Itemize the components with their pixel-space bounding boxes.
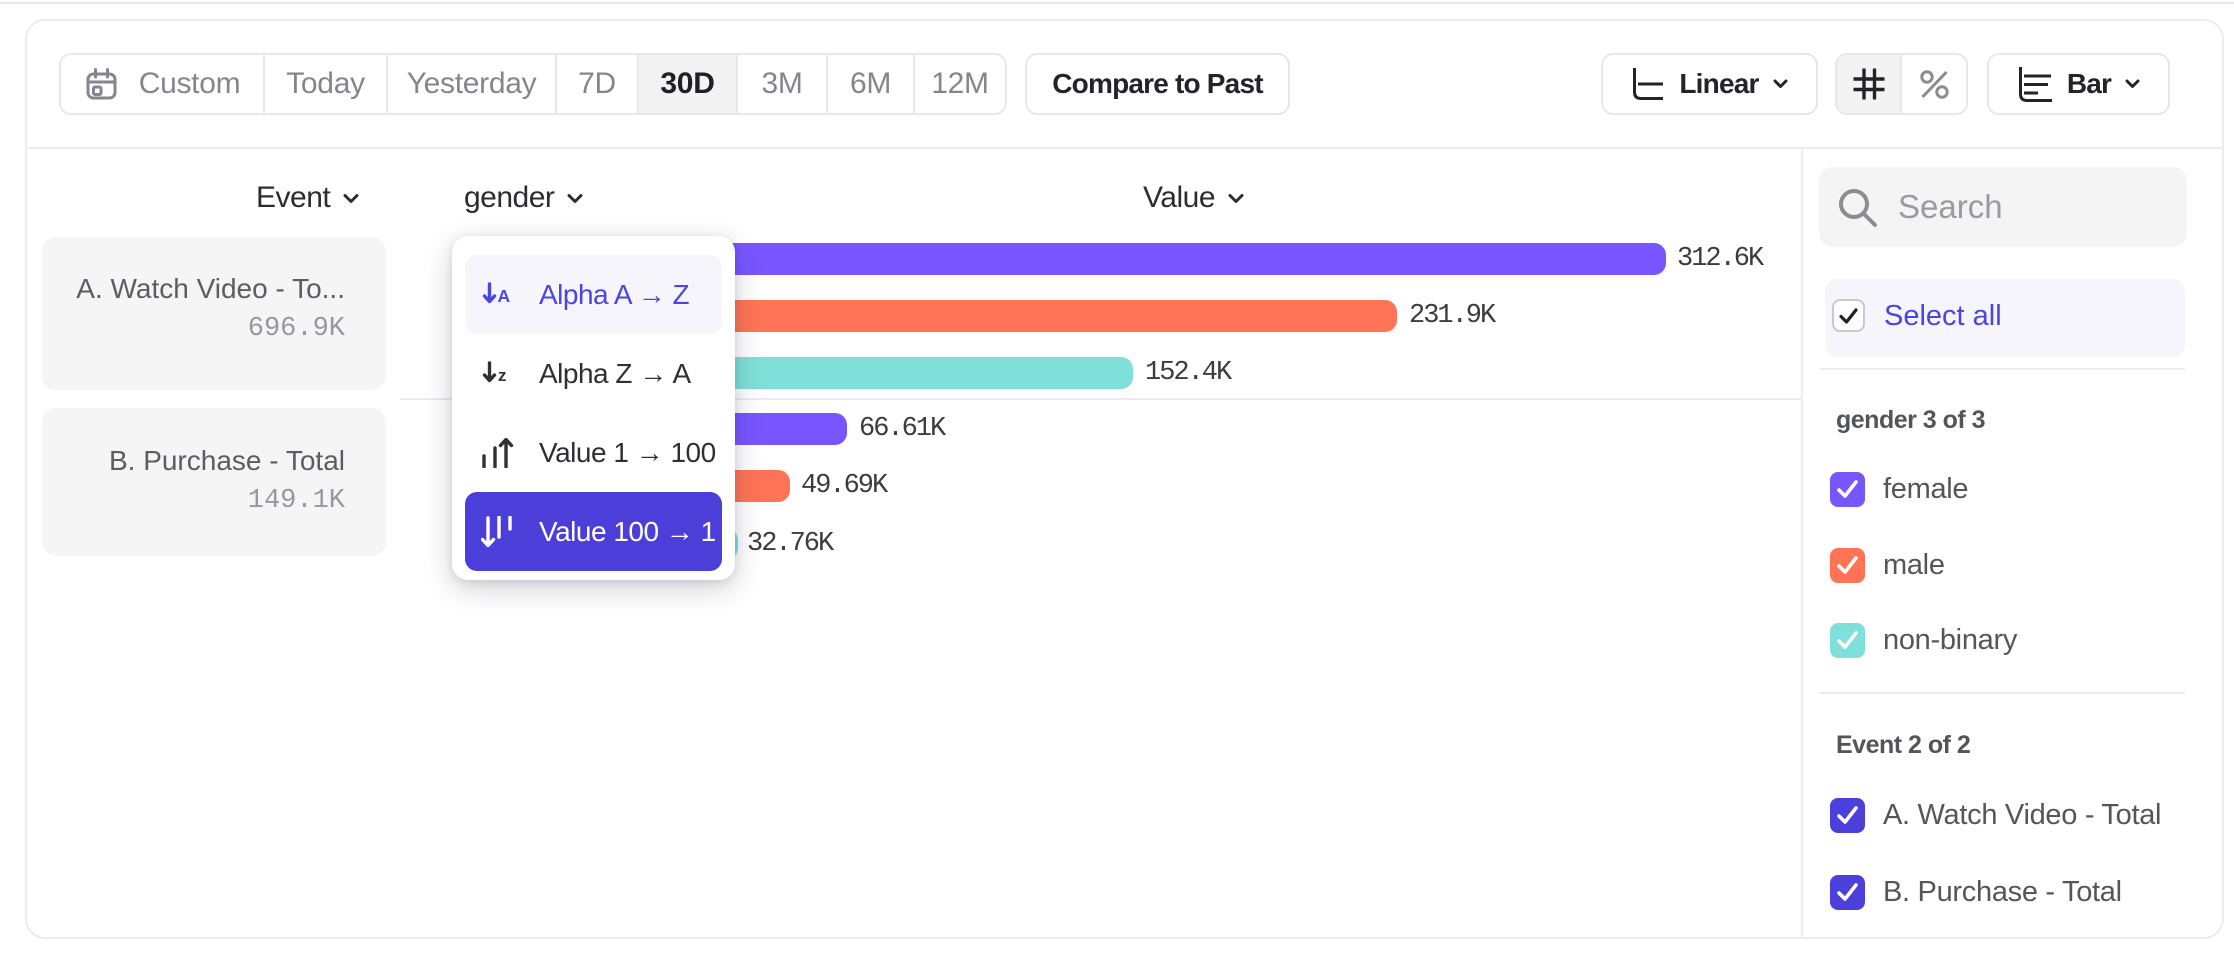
svg-text:z: z — [498, 366, 506, 385]
svg-text:A: A — [498, 286, 511, 306]
